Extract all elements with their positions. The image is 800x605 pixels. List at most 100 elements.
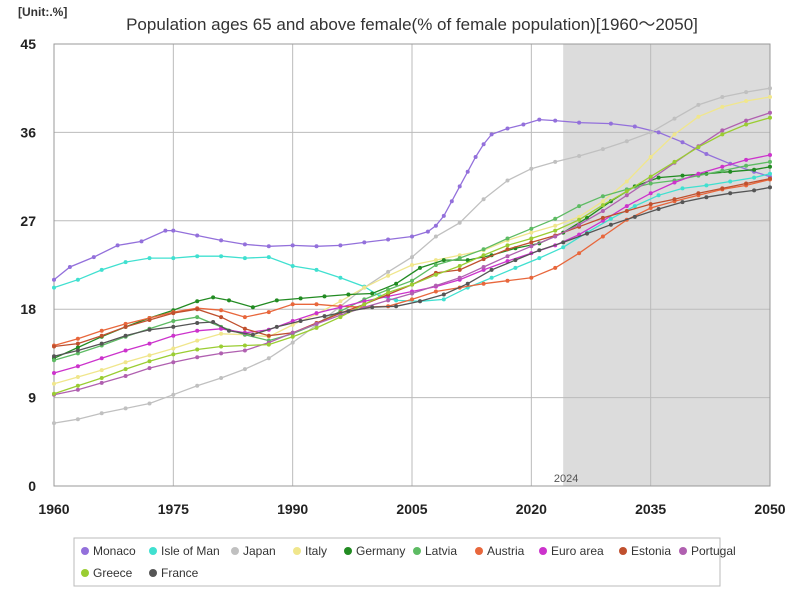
data-point	[489, 267, 494, 272]
data-point	[99, 380, 104, 385]
data-point	[744, 99, 749, 103]
data-point	[410, 291, 414, 296]
data-point	[242, 348, 247, 353]
data-point	[314, 311, 319, 316]
data-point	[481, 253, 486, 258]
data-point	[123, 324, 128, 329]
data-point	[720, 132, 725, 137]
data-point	[52, 285, 56, 290]
data-point	[322, 294, 327, 299]
data-point	[123, 260, 128, 265]
legend-marker	[149, 547, 157, 555]
data-point	[298, 296, 303, 301]
legend-item-greece[interactable]: Greece	[81, 566, 133, 580]
data-point	[752, 175, 757, 180]
data-point	[648, 202, 653, 207]
projection-year-label: 2024	[554, 473, 578, 485]
data-point	[433, 223, 438, 228]
legend-label: Isle of Man	[161, 544, 220, 558]
data-point	[608, 216, 613, 221]
data-point	[433, 234, 438, 239]
data-point	[672, 159, 677, 164]
data-point	[624, 189, 629, 194]
data-point	[600, 209, 605, 213]
data-point	[704, 152, 709, 156]
legend-item-estonia[interactable]: Estonia	[619, 544, 671, 558]
data-point	[195, 233, 200, 238]
data-point	[529, 275, 534, 280]
data-point	[577, 222, 582, 227]
data-point	[219, 331, 224, 336]
data-point	[441, 258, 446, 263]
data-point	[219, 254, 224, 259]
legend-marker	[679, 547, 687, 555]
data-point	[386, 273, 391, 278]
data-point	[123, 333, 128, 338]
legend-item-germany[interactable]: Germany	[344, 544, 405, 558]
data-point	[648, 181, 653, 186]
legend-marker	[149, 569, 157, 577]
legend-item-portugal[interactable]: Portugal	[679, 544, 736, 558]
data-point	[529, 240, 534, 245]
legend-label: Latvia	[425, 544, 457, 558]
data-point	[656, 193, 661, 198]
data-point	[704, 195, 709, 200]
data-point	[481, 257, 486, 262]
legend-item-latvia[interactable]: Latvia	[413, 544, 457, 558]
data-point	[537, 248, 542, 253]
data-point	[52, 371, 56, 375]
y-tick-label: 45	[20, 36, 36, 52]
data-point	[768, 110, 772, 115]
data-point	[465, 169, 470, 174]
legend-label: Monaco	[93, 544, 136, 558]
data-point	[577, 204, 582, 209]
data-point	[577, 214, 582, 219]
data-point	[362, 302, 367, 307]
legend-item-isle-of-man[interactable]: Isle of Man	[149, 544, 220, 558]
legend-item-austria[interactable]: Austria	[475, 544, 525, 558]
data-point	[600, 199, 605, 204]
data-point	[680, 173, 685, 178]
legend-label: Portugal	[691, 544, 736, 558]
data-point	[362, 299, 367, 304]
data-point	[242, 256, 247, 261]
data-point	[457, 220, 462, 225]
axes: 0 9 18 27 36 45 1960 1975 1990 2005 2020 2035 2050	[20, 36, 785, 517]
legend-marker	[344, 547, 352, 555]
data-point	[553, 228, 558, 233]
data-point	[52, 391, 56, 396]
legend-item-monaco[interactable]: Monaco	[81, 544, 136, 558]
data-point	[768, 164, 772, 169]
data-point	[529, 226, 534, 231]
series-japan	[52, 86, 772, 426]
data-point	[99, 356, 104, 361]
x-tick-label: 2005	[396, 501, 427, 517]
legend-item-euro-area[interactable]: Euro area	[539, 544, 604, 558]
data-point	[314, 302, 319, 307]
data-point	[266, 356, 271, 361]
data-point	[147, 366, 152, 371]
data-point	[505, 259, 510, 264]
legend-item-italy[interactable]: Italy	[293, 544, 327, 558]
data-point	[362, 285, 367, 290]
data-point	[433, 283, 438, 288]
data-point	[768, 86, 772, 91]
data-point	[195, 315, 200, 320]
legend-marker	[619, 547, 627, 555]
data-point	[728, 169, 733, 174]
data-point	[147, 359, 152, 364]
data-point	[768, 159, 772, 164]
data-point	[481, 142, 486, 147]
data-point	[656, 175, 661, 180]
data-point	[91, 255, 96, 260]
legend-item-japan[interactable]: Japan	[231, 544, 276, 558]
y-tick-label: 18	[20, 301, 36, 317]
data-point	[608, 222, 613, 227]
legend-item-france[interactable]: France	[149, 566, 199, 580]
data-point	[768, 115, 772, 120]
data-point	[147, 353, 152, 358]
data-point	[465, 258, 470, 263]
legend-box	[73, 537, 721, 587]
